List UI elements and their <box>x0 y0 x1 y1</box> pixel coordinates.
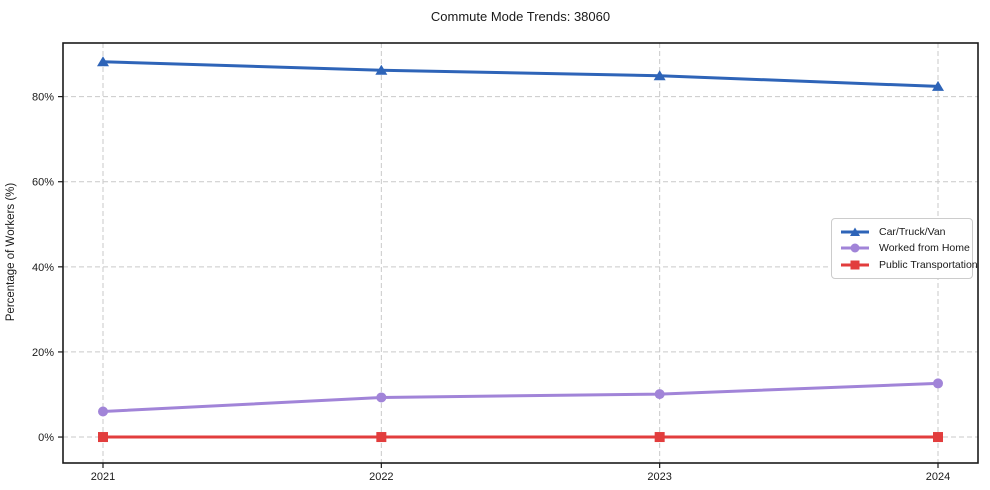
legend-item: Worked from Home <box>840 240 970 256</box>
triangle-marker <box>653 70 666 81</box>
triangle-marker <box>375 64 388 75</box>
chart-title: Commute Mode Trends: 38060 <box>430 9 611 24</box>
square-marker <box>376 432 387 443</box>
y-tick-label: 60% <box>32 177 54 189</box>
series-line <box>101 60 940 88</box>
x-tick-label: 2024 <box>926 471 950 483</box>
square-marker <box>98 432 108 443</box>
square-marker <box>654 432 665 443</box>
triangle-marker <box>932 80 944 91</box>
circle-marker <box>376 392 387 403</box>
legend-item: Car/Truck/Van <box>840 224 964 240</box>
plot-border <box>62 42 979 464</box>
square-marker <box>933 432 943 443</box>
y-tick-label: 20% <box>32 347 54 359</box>
legend-label: Car/Truck/Van <box>879 226 946 239</box>
legend-swatch-circle-icon <box>841 243 869 253</box>
y-tick-label: 0% <box>38 432 54 444</box>
x-tick-label: 2023 <box>647 471 671 483</box>
series-line <box>101 381 940 414</box>
y-tick-label: 40% <box>32 262 54 274</box>
circle-marker <box>654 389 665 400</box>
circle-marker <box>933 378 943 389</box>
legend-swatch-square-icon <box>841 260 869 270</box>
x-tick-label: 2022 <box>369 471 393 483</box>
y-tick-label: 80% <box>32 92 54 104</box>
triangle-marker <box>97 56 109 67</box>
x-tick-label: 2021 <box>91 471 115 483</box>
legend: Car/Truck/Van Worked from Home Public Tran… <box>831 218 978 279</box>
legend-item: Public Transportation <box>840 257 978 273</box>
circle-marker <box>98 406 108 417</box>
legend-label: Worked from Home <box>879 242 970 255</box>
legend-label: Public Transportation <box>879 258 978 271</box>
legend-swatch-triangle-icon <box>841 227 869 237</box>
